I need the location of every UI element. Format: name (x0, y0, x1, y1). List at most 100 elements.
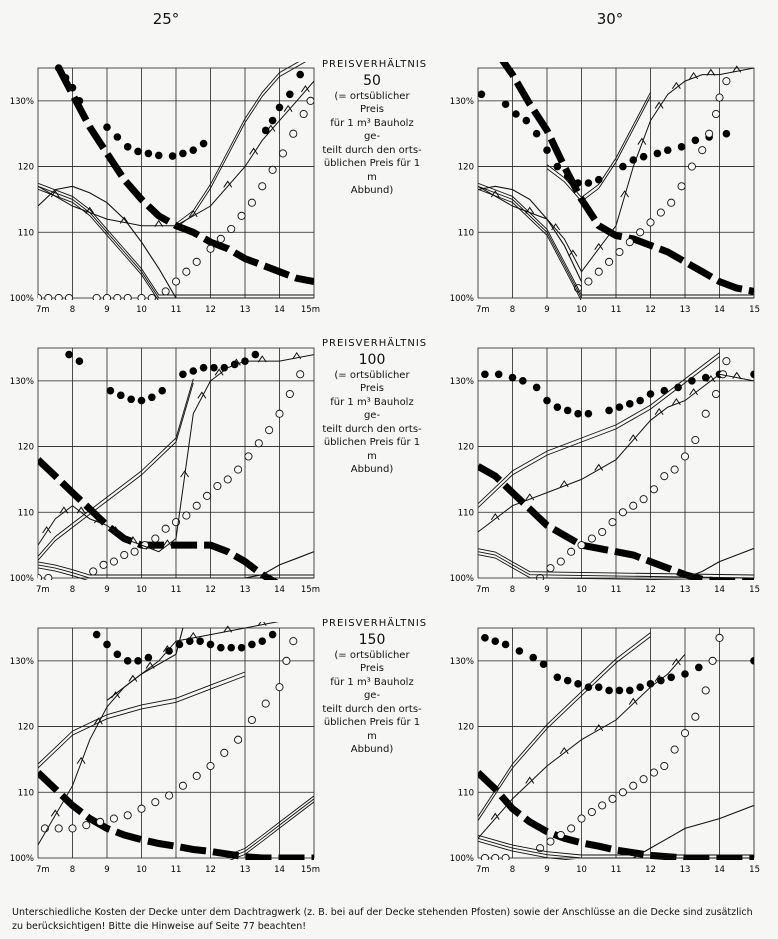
series-zigzag-mark (266, 124, 276, 132)
series-open-dot (182, 267, 191, 276)
series-open-dot (285, 389, 294, 399)
series-filled-dot (515, 647, 524, 655)
series-zigzag-line (38, 622, 280, 846)
series-filled-dot (626, 686, 634, 695)
series-triple-line (478, 188, 582, 300)
x-tick-label: 14 (714, 585, 725, 595)
series-open-dot (296, 370, 305, 379)
x-tick-label: 9 (104, 585, 109, 595)
ratio-desc-line: (= ortsüblicher Preis (334, 649, 410, 675)
x-tick-label: 7m (476, 865, 490, 875)
series-filled-dot (722, 129, 731, 138)
series-zigzag-mark (76, 756, 86, 764)
series-filled-dot (750, 370, 754, 379)
x-tick-label: 9 (104, 305, 109, 315)
series-open-dot (99, 560, 108, 569)
x-tick-label: 8 (510, 585, 515, 595)
series-open-dot (65, 293, 74, 300)
series-zigzag-line (38, 80, 314, 227)
series-open-dot (587, 534, 596, 543)
x-tick-label: 13 (680, 865, 691, 875)
series-open-dot (96, 817, 105, 826)
ratio-desc-line: für 1 m³ Bauholz ge- (330, 117, 414, 143)
series-open-dot (161, 524, 170, 533)
x-tick-label: 13 (680, 305, 691, 315)
series-filled-dot (179, 149, 187, 158)
plot-area (38, 622, 314, 860)
x-tick-label: 11 (171, 865, 182, 875)
series-zigzag-mark (628, 434, 638, 442)
series-filled-dot (494, 370, 503, 379)
series-zigzag-mark (559, 480, 569, 488)
series-filled-dot (75, 97, 84, 105)
series-filled-dot (563, 676, 572, 685)
x-tick-label: 8 (510, 865, 515, 875)
series-open-dot (123, 293, 132, 300)
x-tick-label: 11 (611, 305, 622, 315)
series-filled-dot (491, 637, 500, 645)
series-filled-dot (54, 64, 63, 72)
series-zigzag-mark (628, 697, 638, 705)
chart-panel-25-50: 130% 120 110 100% 7m 8 9 10 11 12 13 14 15m (0, 50, 330, 330)
y-tick-label: 120 (458, 163, 474, 173)
grid (477, 627, 755, 859)
series-zigzag-mark (559, 746, 569, 755)
series-double-line (478, 352, 720, 505)
series-open-dot (275, 409, 284, 418)
series-zigzag-mark (706, 374, 716, 383)
chart-panel-25-100: 130% 120 110 100% 7m 8 9 10 11 12 13 14 15m (0, 330, 330, 610)
series-zigzag-mark (671, 81, 681, 89)
ratio-heading: PREISVERHÄLTNIS (322, 338, 428, 349)
series-open-dot (247, 198, 256, 207)
series-zigzag-mark (620, 190, 630, 198)
series-zigzag-mark (111, 526, 121, 534)
series-zigzag-mark (154, 219, 164, 227)
series-open-dot (89, 567, 98, 576)
series-open-dot (698, 146, 707, 155)
chart-panel-30-50: 130% 120 110 100% 7m 8 9 10 11 12 13 14 15 (440, 50, 770, 330)
series-filled-dot (168, 152, 177, 160)
y-tick-label: 130% (10, 97, 34, 107)
series-filled-dot (677, 143, 686, 151)
series-zigzag-mark (732, 371, 742, 379)
series-zigzag-mark (292, 351, 302, 360)
series-zigzag-mark (223, 625, 233, 633)
series-zigzag-mark (223, 180, 233, 188)
column-title-30: 30° (596, 10, 624, 28)
series-open-dot (216, 234, 225, 243)
series-filled-dot (563, 406, 572, 415)
x-tick-label: 8 (70, 305, 75, 315)
series-double-line (38, 675, 246, 769)
x-tick-label: 11 (171, 585, 182, 595)
series-open-dot (82, 821, 91, 830)
series-filled-dot (646, 390, 655, 398)
series-zigzag-mark (180, 470, 190, 478)
series-double-line (38, 378, 194, 557)
ratio-desc-line: üblichen Preis für 1 m (323, 158, 421, 183)
y-tick-label: 120 (18, 163, 34, 173)
series-zigzag-line (478, 373, 754, 533)
series-triple-line (478, 837, 754, 859)
series-open-dot (701, 686, 710, 695)
y-tick-label: 110 (18, 788, 34, 798)
series-open-dot (670, 745, 679, 754)
series-filled-dot (574, 179, 582, 187)
series-filled-dot (61, 74, 70, 82)
ratio-desc-line: üblichen Preis für 1 m (323, 437, 421, 462)
series-open-dot (237, 211, 246, 220)
series-filled-dot (65, 350, 73, 359)
series-filled-dot (478, 90, 486, 99)
series-triple-line (38, 182, 314, 296)
series-open-dot (711, 389, 721, 399)
series-open-dot (639, 775, 648, 784)
series-open-dot (44, 293, 53, 300)
series-triple-line (227, 798, 314, 859)
series-filled-dot (296, 70, 305, 79)
series-open-dot (711, 109, 721, 119)
series-zigzag-mark (637, 137, 647, 145)
series-zigzag-mark (654, 407, 664, 415)
series-zigzag-mark (197, 391, 207, 399)
series-zigzag-mark (76, 506, 86, 514)
series-open-dot (629, 781, 638, 790)
series-zigzag-mark (162, 539, 172, 547)
